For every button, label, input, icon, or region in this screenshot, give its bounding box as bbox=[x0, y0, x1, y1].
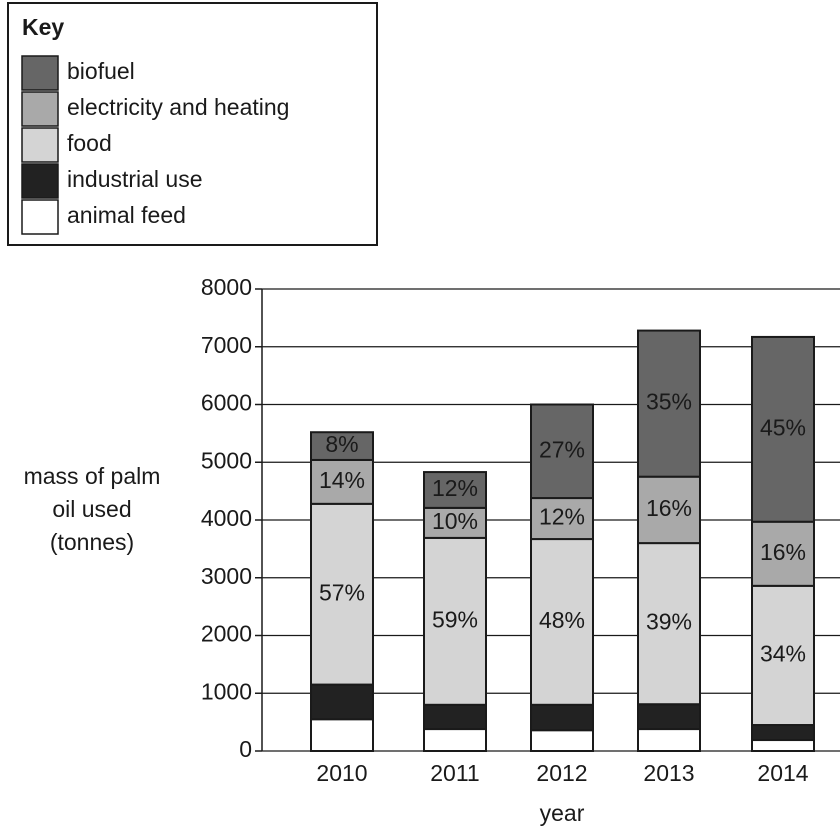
y-axis-label: oil used bbox=[52, 496, 131, 522]
y-axis-label: mass of palm bbox=[24, 463, 161, 489]
bar-segment bbox=[530, 729, 594, 753]
value-label: 59% bbox=[432, 606, 478, 632]
x-tick-label: 2012 bbox=[536, 760, 587, 786]
y-tick-label: 2000 bbox=[201, 621, 252, 647]
bar-segment bbox=[530, 703, 594, 732]
bar-segment bbox=[423, 728, 487, 752]
y-axis-label: (tonnes) bbox=[50, 529, 134, 555]
bar-segment bbox=[310, 458, 374, 505]
bar-segment bbox=[751, 724, 815, 742]
bar-segment bbox=[423, 471, 487, 509]
legend-swatch bbox=[21, 55, 59, 91]
legend-label: biofuel bbox=[67, 58, 135, 84]
bar-segment bbox=[637, 329, 701, 478]
bar-segment bbox=[751, 335, 815, 523]
legend-box bbox=[7, 2, 378, 246]
bar-segment bbox=[310, 718, 374, 752]
y-tick-label: 8000 bbox=[201, 274, 252, 300]
value-label: 34% bbox=[760, 641, 806, 667]
legend-title: Key bbox=[22, 14, 64, 40]
value-label: 16% bbox=[760, 539, 806, 565]
value-label: 35% bbox=[646, 389, 692, 415]
x-tick-label: 2013 bbox=[643, 760, 694, 786]
value-label: 48% bbox=[539, 607, 585, 633]
legend-swatch bbox=[21, 91, 59, 127]
y-tick-label: 1000 bbox=[201, 678, 252, 704]
bar-segment bbox=[310, 502, 374, 686]
y-tick-label: 4000 bbox=[201, 505, 252, 531]
value-label: 8% bbox=[325, 431, 358, 457]
y-tick-label: 5000 bbox=[201, 447, 252, 473]
x-tick-label: 2010 bbox=[316, 760, 367, 786]
bar-segment bbox=[530, 403, 594, 500]
value-label: 27% bbox=[539, 436, 585, 462]
legend-swatch bbox=[21, 127, 59, 163]
bar-segment bbox=[751, 739, 815, 753]
bar-segment bbox=[310, 683, 374, 721]
y-tick-label: 3000 bbox=[201, 563, 252, 589]
value-label: 39% bbox=[646, 609, 692, 635]
bar-segment bbox=[637, 542, 701, 706]
legend-label: electricity and heating bbox=[67, 94, 289, 120]
value-label: 12% bbox=[539, 504, 585, 530]
bar-segment bbox=[530, 538, 594, 706]
legend-label: food bbox=[67, 130, 112, 156]
bar-segment bbox=[423, 703, 487, 731]
bar-segment bbox=[637, 703, 701, 731]
value-label: 45% bbox=[760, 414, 806, 440]
bar-segment bbox=[637, 728, 701, 752]
x-tick-label: 2014 bbox=[757, 760, 808, 786]
x-tick-label: 2011 bbox=[430, 760, 479, 786]
bar-segment bbox=[637, 475, 701, 545]
value-label: 16% bbox=[646, 495, 692, 521]
y-tick-label: 6000 bbox=[201, 390, 252, 416]
y-tick-label: 0 bbox=[239, 736, 252, 762]
x-axis-label: year bbox=[540, 800, 585, 826]
value-label: 10% bbox=[432, 508, 478, 534]
legend-swatch bbox=[21, 199, 59, 235]
value-label: 57% bbox=[319, 579, 365, 605]
legend-swatch bbox=[21, 163, 59, 199]
value-label: 12% bbox=[432, 475, 478, 501]
value-label: 14% bbox=[319, 467, 365, 493]
bar-segment bbox=[310, 431, 374, 461]
y-tick-label: 7000 bbox=[201, 332, 252, 358]
bar-segment bbox=[423, 536, 487, 706]
legend-label: industrial use bbox=[67, 166, 203, 192]
legend-label: animal feed bbox=[67, 202, 186, 228]
